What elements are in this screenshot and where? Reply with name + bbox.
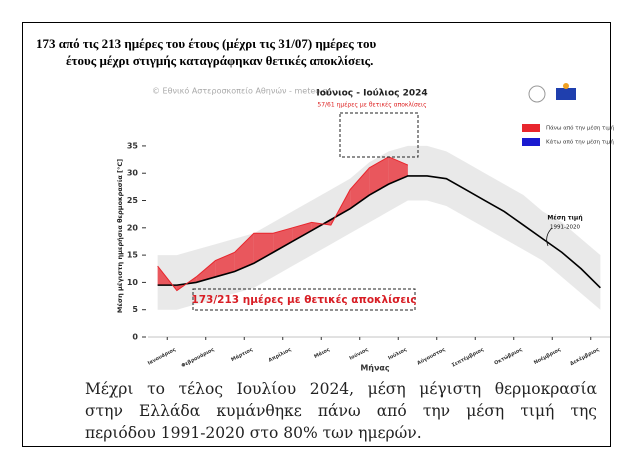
deviation-fill bbox=[292, 222, 312, 242]
chart: © Εθνικό Αστεροσκοπείο Αθηνών - meteo.gr… bbox=[116, 83, 615, 373]
x-tick-label: Ιανουάριος bbox=[146, 346, 177, 367]
logo bbox=[563, 83, 569, 89]
header-line: έτους μέχρι στιγμής καταγράφηκαν θετικές… bbox=[66, 53, 373, 68]
x-tick-label: Νοέμβριος bbox=[532, 346, 561, 366]
legend-swatch bbox=[522, 138, 540, 146]
deviation-fill bbox=[234, 233, 254, 272]
annotation: 173/213 ημέρες με θετικές αποκλίσεις bbox=[191, 294, 416, 306]
x-tick-label: Σεπτέμβριος bbox=[450, 346, 484, 369]
range-band bbox=[157, 145, 601, 310]
annotation-box bbox=[192, 288, 416, 311]
chart-subtitle: 57/61 ημέρες με θετικές αποκλίσεις bbox=[317, 102, 426, 109]
x-tick-label: Ιούνιος bbox=[348, 346, 369, 362]
caption: Μέχρι το τέλος Ιουλίου 2024, μέση μέγιστ… bbox=[85, 378, 597, 444]
x-tick-label: Αύγουστος bbox=[416, 346, 447, 367]
legend-label: Κάτω από την μέση τιμή bbox=[546, 139, 614, 146]
x-tick-label: Δεκέμβριος bbox=[569, 346, 601, 367]
deviation-fill bbox=[196, 260, 216, 283]
y-tick-label: 0 bbox=[132, 333, 138, 342]
y-tick-label: 25 bbox=[127, 196, 139, 205]
caption-line: στην Ελλάδα κυμάνθηκε πάνω από την μέση … bbox=[85, 402, 597, 420]
deviation-fill bbox=[369, 156, 389, 196]
y-tick-label: 35 bbox=[127, 141, 139, 150]
frame bbox=[22, 22, 611, 447]
y-axis-label: Μέση μέγιστη ημερήσια θερμοκρασία [°C] bbox=[116, 159, 124, 313]
deviation-fill bbox=[273, 227, 293, 253]
x-tick-label: Φεβρουάριος bbox=[180, 346, 215, 369]
focus-box bbox=[339, 112, 419, 158]
deviation-fill bbox=[253, 233, 274, 264]
legend-swatch bbox=[522, 124, 540, 132]
chart-title: Ιούνιος - Ιούλιος 2024 bbox=[316, 89, 427, 99]
series-line bbox=[157, 175, 601, 289]
y-tick-label: 10 bbox=[127, 278, 139, 287]
x-tick-label: Απρίλιος bbox=[267, 346, 292, 364]
header-line: 173 από τις 213 ημέρες του έτους (μέχρι … bbox=[36, 36, 376, 51]
y-tick-label: 5 bbox=[132, 305, 138, 314]
y-tick-label: 30 bbox=[127, 169, 139, 178]
deviation-fill bbox=[215, 252, 235, 277]
y-tick-label: 15 bbox=[127, 251, 139, 260]
legend-label: Πάνω από την μέση τιμή bbox=[546, 125, 615, 132]
series-line bbox=[157, 156, 409, 292]
x-tick-label: Μάιος bbox=[313, 346, 331, 360]
x-axis-label: Μήνας bbox=[360, 364, 390, 373]
logo bbox=[528, 85, 546, 103]
credit: © Εθνικό Αστεροσκοπείο Αθηνών - meteo.gr bbox=[152, 86, 332, 96]
x-tick-label: Μάρτιος bbox=[230, 346, 254, 363]
x-tick-label: Ιούλιος bbox=[387, 346, 408, 362]
mean-label: Μέση τιμή bbox=[547, 215, 582, 222]
mean-arrow bbox=[546, 227, 553, 247]
mean-label: 1991-2020 bbox=[550, 225, 580, 231]
y-tick-label: 20 bbox=[127, 223, 139, 232]
caption-line: περιόδου 1991-2020 στο 80% των ημερών. bbox=[85, 424, 422, 442]
deviation-fill bbox=[350, 167, 370, 209]
x-tick-label: Οκτώβριος bbox=[493, 346, 524, 367]
caption-line: Μέχρι το τέλος Ιουλίου 2024, μέση μέγιστ… bbox=[85, 380, 597, 398]
logo bbox=[556, 88, 576, 100]
